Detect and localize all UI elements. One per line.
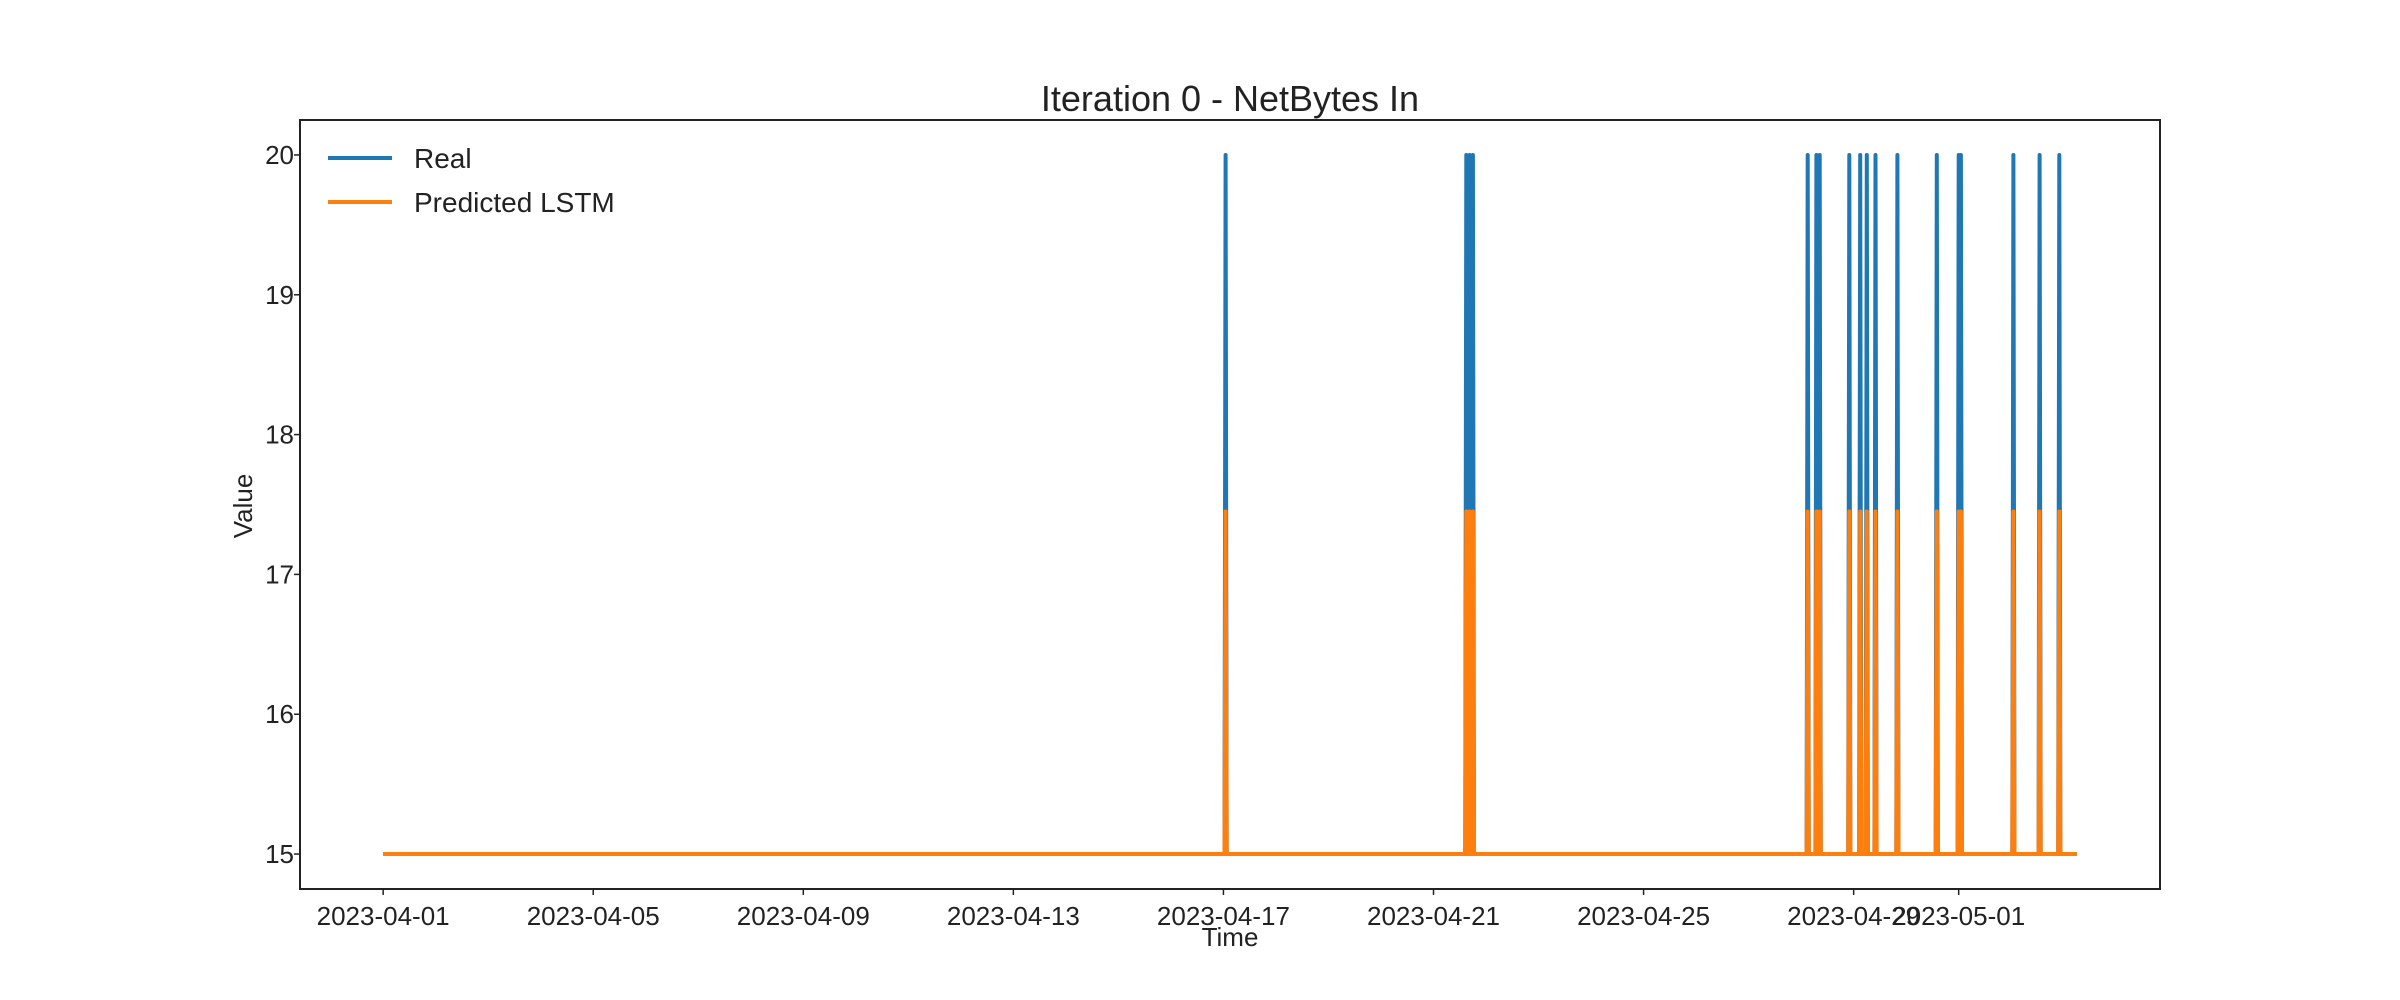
- y-tick-label: 19: [265, 280, 294, 310]
- x-tick-label: 2023-04-01: [317, 901, 450, 931]
- legend: Real Predicted LSTM: [328, 143, 615, 218]
- legend-label-1: Predicted LSTM: [414, 187, 615, 218]
- x-tick-label: 2023-04-21: [1367, 901, 1500, 931]
- x-tick-label: 2023-04-17: [1157, 901, 1290, 931]
- x-tick-label: 2023-04-29: [1787, 901, 1920, 931]
- x-tick-label: 2023-04-25: [1577, 901, 1710, 931]
- plot-frame: [299, 119, 2161, 890]
- y-axis-label: Value: [228, 474, 258, 539]
- y-tick-label: 16: [265, 699, 294, 729]
- chart-title: Iteration 0 - NetBytes In: [1041, 78, 1419, 119]
- x-axis-ticks: 2023-04-01 2023-04-05 2023-04-09 2023-04-13…: [317, 889, 2025, 931]
- x-tick-label: 2023-04-13: [947, 901, 1080, 931]
- x-axis-label: Time: [1202, 922, 1259, 952]
- x-tick-label: 2023-05-01: [1892, 901, 2025, 931]
- y-tick-label: 18: [265, 420, 294, 450]
- legend-label-0: Real: [414, 143, 472, 174]
- y-axis-ticks: 15 16 17 18 19 20: [265, 140, 300, 869]
- series-lines: [383, 153, 2077, 856]
- y-tick-label: 17: [265, 559, 294, 589]
- y-tick-label: 20: [265, 140, 294, 170]
- series-line-1: [383, 509, 2077, 856]
- x-tick-label: 2023-04-05: [527, 901, 660, 931]
- y-tick-label: 15: [265, 839, 294, 869]
- x-tick-label: 2023-04-09: [737, 901, 870, 931]
